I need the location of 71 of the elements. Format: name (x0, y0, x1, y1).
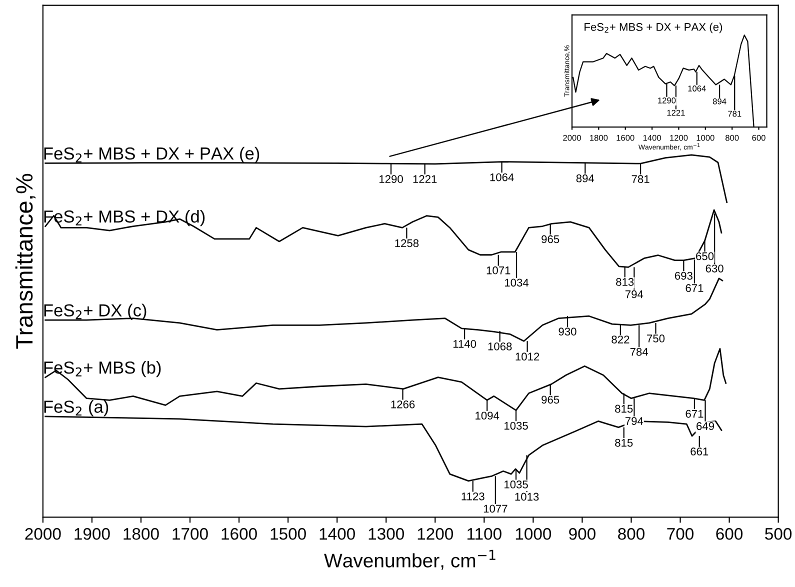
x-axis-title: Wavenumber, cm$^{−1}$ (324, 550, 496, 570)
x-tick-label: 1100 (468, 528, 502, 540)
annotation: 1221 (667, 110, 685, 116)
annotation: 671 (686, 284, 704, 292)
x-tick-label: 800 (618, 528, 644, 540)
x-tick-label: 1900 (74, 528, 110, 540)
x-tick-label: 800 (726, 134, 739, 141)
x-tick-label: 1200 (418, 528, 454, 540)
x-tick-label: 600 (716, 528, 743, 540)
annotation: 1034 (505, 278, 529, 287)
annotation: 894 (576, 174, 594, 182)
annotation: 784 (630, 348, 648, 356)
annotation: 1258 (395, 239, 419, 248)
annotation: 1290 (379, 175, 403, 184)
annotation: 1290 (658, 98, 676, 104)
annotation: 1221 (413, 175, 437, 183)
x-tick-label: 1000 (696, 134, 714, 141)
annotation: 1071 (486, 266, 510, 274)
x-tick-label: 2000 (25, 528, 61, 540)
annotation: 965 (542, 396, 560, 404)
annotation: 750 (647, 334, 665, 342)
x-tick-label: 1600 (222, 528, 257, 540)
x-tick-label: 1600 (616, 134, 634, 141)
annotation: 894 (712, 98, 726, 104)
x-tick-label: 600 (752, 134, 766, 141)
annotation: 661 (690, 448, 708, 456)
annotation: 1266 (391, 400, 415, 408)
annotation: 1077 (484, 504, 508, 513)
annotation: 1012 (516, 352, 540, 361)
series-label: FeS$_{2}$ (a) (44, 400, 108, 416)
x-tick-label: 1500 (270, 528, 306, 540)
x-tick-label: 700 (667, 528, 694, 540)
x-tick-label: 1300 (368, 528, 404, 540)
annotation: 781 (728, 110, 742, 117)
series-label: FeS$_{2}$+ DX (c) (44, 304, 146, 320)
annotation: 1068 (488, 342, 512, 350)
series-label: FeS$_{2}$+ MBS + DX + PAX (e) (44, 146, 260, 164)
annotation: 815 (615, 438, 633, 447)
annotation: 1035 (504, 480, 528, 488)
annotation: 1140 (453, 340, 476, 348)
annotation: 1064 (490, 173, 514, 182)
x-tick-label: 1400 (643, 134, 661, 141)
annotation: 650 (696, 252, 714, 260)
x-tick-label: 1700 (172, 528, 208, 540)
x-tick-label: 1400 (320, 528, 355, 540)
annotation: 813 (616, 278, 634, 286)
x-tick-label: 500 (765, 528, 792, 540)
x-tick-label: 1000 (516, 528, 552, 540)
y-axis-title: Transmittance,% (15, 174, 36, 349)
annotation: 965 (542, 235, 560, 244)
annotation: 781 (632, 175, 650, 184)
annotation: 930 (558, 328, 576, 336)
annotation: 794 (625, 290, 644, 298)
annotation: 1035 (504, 422, 528, 430)
annotation: 671 (686, 410, 704, 418)
annotation: 822 (612, 336, 630, 344)
annotation: 1094 (476, 412, 500, 420)
annotation: 630 (706, 264, 724, 272)
x-tick-label: 2000 (563, 134, 581, 141)
annotation: 815 (615, 404, 633, 413)
annotation: 1064 (688, 86, 706, 92)
x-tick-label: 1200 (670, 134, 688, 141)
annotation: 649 (696, 422, 714, 430)
x-tick-label: 1800 (124, 528, 159, 540)
series-label: FeS$_{2}$+ MBS (b) (44, 361, 161, 378)
annotation: 1123 (462, 492, 484, 500)
annotation: 693 (674, 272, 692, 280)
chart-title: FeS$_{2}$+ MBS + DX + PAX (e) (584, 22, 722, 34)
x-tick-label: 1800 (590, 134, 608, 141)
annotation: 1013 (515, 492, 539, 501)
x-tick-label: 900 (569, 528, 596, 540)
